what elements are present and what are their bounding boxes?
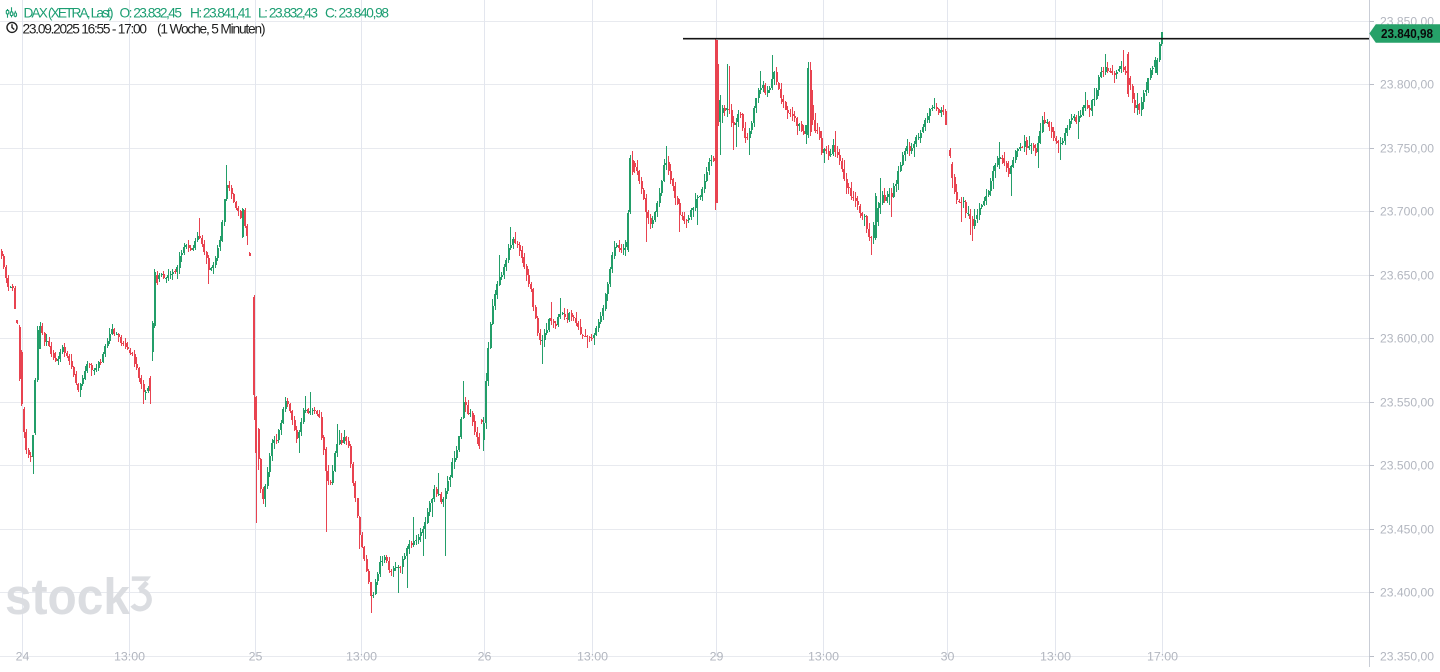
svg-text:stock: stock (5, 568, 131, 625)
svg-text:13:00: 13:00 (114, 650, 145, 664)
svg-text:H: 23.841,41: H: 23.841,41 (190, 6, 252, 21)
svg-text:(1 Woche, 5 Minuten): (1 Woche, 5 Minuten) (157, 21, 266, 36)
svg-text:13:00: 13:00 (577, 650, 608, 664)
svg-text:13:00: 13:00 (346, 650, 377, 664)
svg-text:25: 25 (249, 650, 263, 664)
svg-text:23.600,00: 23.600,00 (1380, 332, 1434, 346)
svg-text:23.750,00: 23.750,00 (1380, 142, 1434, 156)
svg-text:23.400,00: 23.400,00 (1380, 586, 1434, 600)
svg-text:23.350,00: 23.350,00 (1380, 650, 1434, 664)
svg-text:O: 23.832,45: O: 23.832,45 (120, 6, 183, 21)
svg-text:23.09.2025 16:55 - 17:00: 23.09.2025 16:55 - 17:00 (23, 21, 148, 36)
svg-text:17:00: 17:00 (1147, 650, 1178, 664)
svg-text:24: 24 (16, 650, 30, 664)
svg-text:30: 30 (941, 650, 955, 664)
svg-text:L: 23.832,43: L: 23.832,43 (258, 6, 318, 21)
svg-text:13:00: 13:00 (808, 650, 839, 664)
svg-text:23.700,00: 23.700,00 (1380, 205, 1434, 219)
svg-text:23.550,00: 23.550,00 (1380, 396, 1434, 410)
svg-text:23.450,00: 23.450,00 (1380, 523, 1434, 537)
svg-text:DAX (XETRA, Last): DAX (XETRA, Last) (24, 6, 114, 21)
svg-text:26: 26 (478, 650, 492, 664)
svg-text:23.500,00: 23.500,00 (1380, 459, 1434, 473)
svg-text:23.800,00: 23.800,00 (1380, 78, 1434, 92)
svg-text:23.840,98: 23.840,98 (1381, 27, 1433, 41)
svg-text:23.650,00: 23.650,00 (1380, 269, 1434, 283)
svg-text:C: 23.840,98: C: 23.840,98 (325, 6, 389, 21)
svg-text:29: 29 (710, 650, 724, 664)
svg-text:13:00: 13:00 (1040, 650, 1071, 664)
